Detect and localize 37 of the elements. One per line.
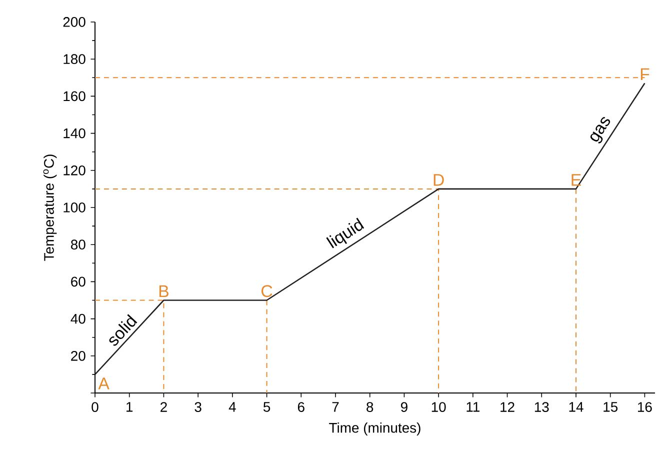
y-tick-label: 40 [70, 314, 86, 324]
y-axis-title: Temperature ($^{o}$C) [43, 154, 57, 261]
x-tick-label: 12 [500, 402, 514, 412]
y-tick-label: 180 [64, 54, 86, 64]
y-tick-label: 120 [64, 165, 86, 176]
x-tick-label: 16 [638, 402, 652, 412]
x-tick-label: 1 [126, 402, 133, 412]
line-series [94, 82, 646, 376]
x-tick-label: 0 [92, 402, 98, 412]
annotation: gas [590, 117, 610, 144]
x-tick-label: 5 [263, 402, 270, 412]
x-tick-label: 14 [569, 402, 584, 412]
x-tick-label: 9 [400, 402, 408, 412]
annotation: D [434, 174, 444, 186]
x-tick-label: 7 [332, 402, 339, 412]
x-tick-label: 8 [366, 402, 374, 412]
y-tick-label: 140 [64, 128, 86, 138]
annotation: F [640, 68, 650, 80]
x-tick-label: 2 [160, 402, 167, 412]
annotation: E [572, 174, 581, 186]
y-tick-label: 200 [63, 17, 86, 27]
x-tick-label: 10 [432, 402, 446, 412]
y-tick-label: 160 [64, 91, 86, 102]
annotation: B [159, 285, 168, 298]
x-tick-label: 13 [534, 402, 549, 412]
y-tick-label: 100 [64, 202, 86, 212]
annotation: C [262, 285, 272, 298]
x-axis-title: Time (minutes) [329, 422, 420, 436]
annotation: A [98, 378, 110, 390]
y-tick-label: 20 [71, 350, 86, 361]
y-tick-label: 80 [70, 240, 86, 250]
y-tick-label: 60 [71, 276, 86, 287]
x-tick-label: 3 [194, 402, 202, 412]
x-tick-label: 4 [228, 402, 236, 412]
x-tick-label: 11 [466, 402, 480, 412]
x-tick-label: 15 [604, 402, 618, 412]
x-tick-label: 6 [298, 402, 304, 412]
